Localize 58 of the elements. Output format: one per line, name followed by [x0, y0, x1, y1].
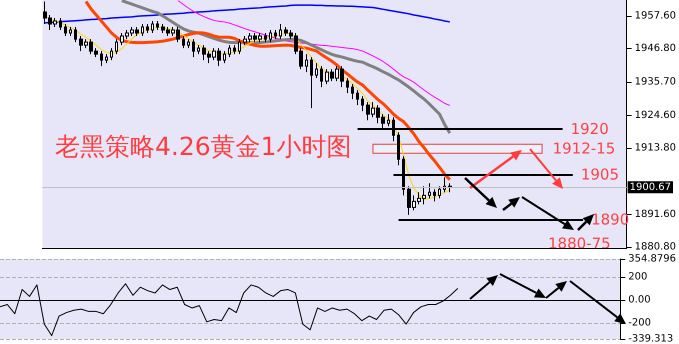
candlestick — [146, 24, 149, 34]
candlestick — [346, 78, 349, 94]
line-series — [120, 0, 452, 135]
line-series — [44, 16, 450, 200]
ref-line-label: 1900.67 — [630, 182, 672, 193]
candlestick — [115, 38, 118, 55]
band-label: 1912-15 — [552, 140, 616, 158]
candlestick — [192, 38, 195, 58]
y-tick-label: 1935.70 — [634, 76, 676, 88]
candlestick — [238, 38, 241, 55]
y-tick-label: 1913.80 — [634, 142, 676, 154]
candlestick — [59, 18, 62, 31]
candlestick — [428, 182, 431, 199]
ref-line-label: 1920 — [570, 120, 609, 138]
candlestick — [187, 38, 190, 49]
y-tick-label: -200 — [628, 317, 651, 328]
y-tick-label: 1957.60 — [634, 10, 676, 22]
candlestick — [182, 36, 185, 49]
candlestick — [156, 20, 159, 31]
y-tick-label: 1946.80 — [634, 43, 676, 54]
candlestick — [279, 24, 282, 40]
candlestick — [197, 44, 200, 55]
y-tick-label: 354.8796 — [628, 254, 676, 264]
ref-line-label: 1905 — [580, 165, 620, 184]
y-tick-label: 1924.60 — [634, 110, 676, 121]
candlestick — [320, 66, 323, 88]
candlestick — [387, 114, 390, 127]
candlestick — [100, 50, 103, 67]
candlestick — [233, 44, 236, 55]
line-series — [178, 0, 450, 106]
candlestick — [74, 26, 77, 43]
candlestick — [310, 56, 313, 109]
candlestick — [264, 32, 267, 43]
candlestick — [64, 24, 67, 37]
y-tick-label: 1880.80 — [634, 242, 676, 252]
candlestick — [141, 24, 144, 37]
y-tick-label: 1891.60 — [634, 209, 676, 220]
candlestick — [433, 188, 436, 202]
candlestick — [356, 90, 359, 106]
y-tick-label: 0.00 — [628, 294, 651, 306]
candlestick — [110, 48, 113, 61]
candlestick — [397, 132, 400, 166]
y-tick-label: 200 — [628, 271, 648, 282]
candlestick — [438, 186, 441, 199]
candlestick — [228, 44, 231, 58]
line-series — [44, 4, 451, 24]
candlestick — [351, 84, 354, 100]
text: 老黑策略4.26黄金1小时图 — [55, 132, 352, 161]
candlestick — [69, 26, 72, 37]
y-tick-label: -339.313 — [628, 334, 674, 344]
candlestick — [223, 50, 226, 64]
candlestick — [361, 96, 364, 112]
candlestick — [105, 54, 108, 64]
candlestick — [305, 54, 308, 73]
candlestick — [315, 62, 318, 79]
candlestick — [151, 20, 154, 34]
candlestick — [269, 30, 272, 43]
candlestick — [274, 30, 277, 40]
